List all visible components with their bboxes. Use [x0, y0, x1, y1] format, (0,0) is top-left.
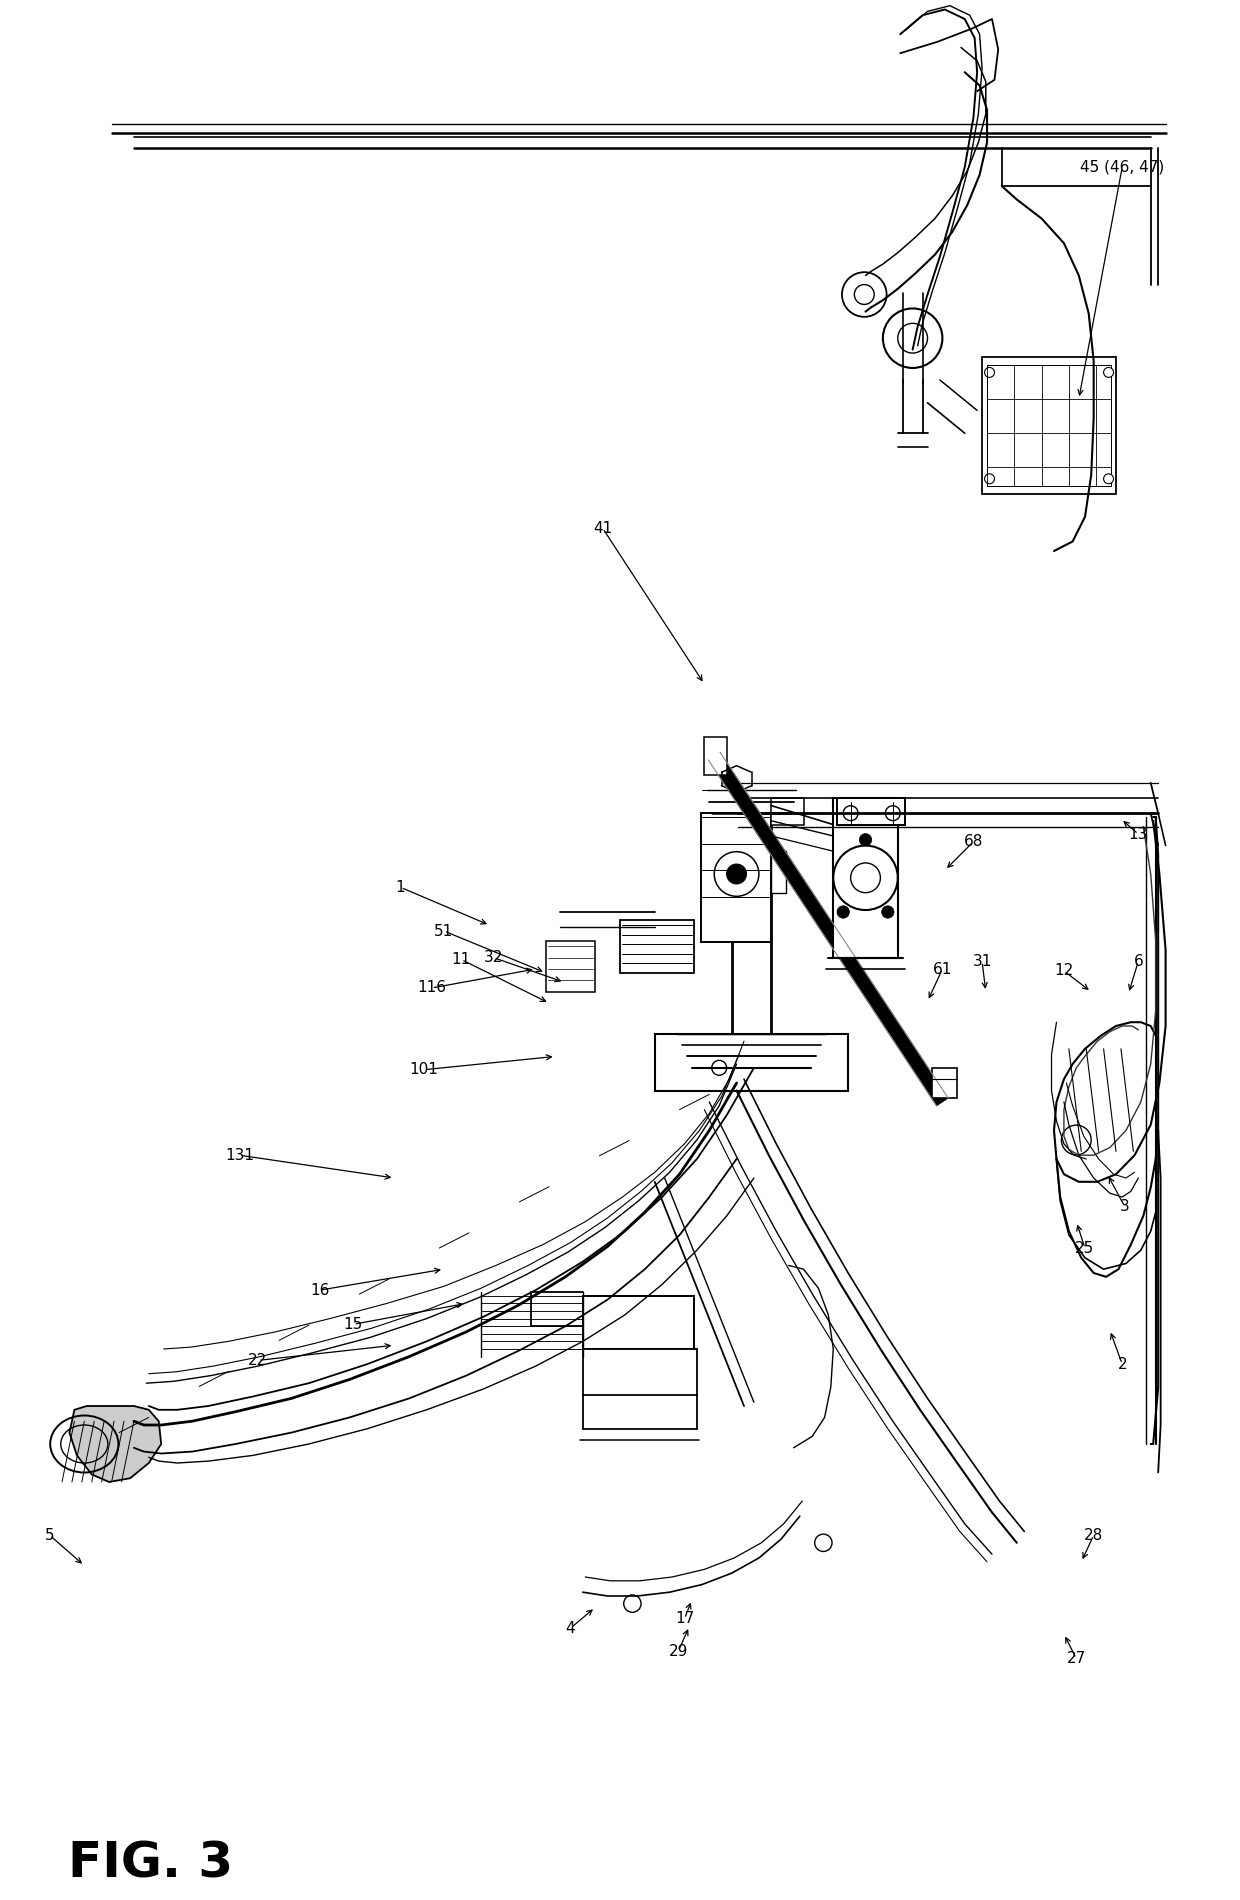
Circle shape — [1061, 1125, 1091, 1155]
Circle shape — [714, 851, 759, 897]
Polygon shape — [837, 798, 905, 825]
Text: 6: 6 — [1133, 954, 1143, 969]
Text: 3: 3 — [1120, 1199, 1130, 1214]
Circle shape — [837, 906, 849, 918]
Text: 2: 2 — [1117, 1357, 1127, 1372]
Circle shape — [624, 1594, 641, 1613]
Text: 25: 25 — [1075, 1241, 1095, 1256]
Polygon shape — [732, 813, 771, 1064]
Circle shape — [985, 473, 994, 485]
Text: 131: 131 — [224, 1148, 254, 1163]
Text: 11: 11 — [451, 952, 471, 967]
Text: 45 (46, 47): 45 (46, 47) — [1080, 160, 1164, 175]
Text: 32: 32 — [484, 950, 503, 965]
Circle shape — [854, 285, 874, 304]
Circle shape — [883, 308, 942, 369]
Polygon shape — [701, 813, 771, 942]
Polygon shape — [69, 1406, 161, 1482]
Text: 51: 51 — [434, 923, 454, 939]
Circle shape — [885, 806, 900, 821]
Polygon shape — [833, 798, 898, 958]
Bar — [771, 851, 786, 893]
Circle shape — [727, 864, 746, 884]
Polygon shape — [583, 1349, 697, 1395]
Circle shape — [843, 806, 858, 821]
Circle shape — [1104, 473, 1114, 485]
Text: 27: 27 — [1066, 1651, 1086, 1666]
Polygon shape — [708, 752, 949, 1106]
Circle shape — [985, 367, 994, 378]
Text: 31: 31 — [972, 954, 992, 969]
Text: 68: 68 — [963, 834, 983, 849]
Text: 116: 116 — [417, 980, 446, 996]
Polygon shape — [704, 737, 727, 775]
Polygon shape — [771, 798, 804, 825]
Polygon shape — [987, 365, 1111, 486]
Text: 12: 12 — [1054, 963, 1074, 979]
Text: 16: 16 — [310, 1282, 330, 1298]
Circle shape — [1104, 367, 1114, 378]
Text: 28: 28 — [1084, 1528, 1104, 1543]
Polygon shape — [982, 357, 1116, 494]
Circle shape — [898, 323, 928, 353]
Circle shape — [842, 272, 887, 317]
Circle shape — [815, 1533, 832, 1552]
Text: 101: 101 — [409, 1062, 439, 1077]
Circle shape — [712, 1060, 727, 1075]
Circle shape — [851, 863, 880, 893]
Text: 5: 5 — [45, 1528, 55, 1543]
Text: 61: 61 — [932, 961, 952, 977]
Polygon shape — [546, 940, 595, 992]
Text: 22: 22 — [248, 1353, 268, 1368]
Text: 29: 29 — [668, 1644, 688, 1659]
Text: 13: 13 — [1128, 826, 1148, 842]
Text: 1: 1 — [396, 880, 405, 895]
Text: FIG. 3: FIG. 3 — [68, 1839, 233, 1887]
Text: 41: 41 — [593, 521, 613, 536]
Text: 4: 4 — [565, 1621, 575, 1636]
Polygon shape — [620, 920, 694, 973]
Circle shape — [859, 834, 872, 846]
Polygon shape — [932, 1068, 957, 1098]
Text: 17: 17 — [675, 1611, 694, 1626]
Text: 15: 15 — [343, 1317, 363, 1332]
Polygon shape — [655, 1034, 848, 1091]
Circle shape — [882, 906, 894, 918]
Polygon shape — [583, 1296, 694, 1349]
Circle shape — [833, 846, 898, 910]
